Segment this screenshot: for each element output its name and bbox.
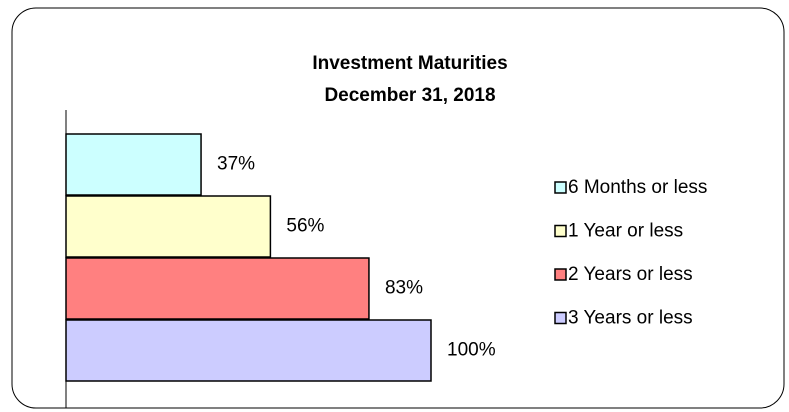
- legend-label: 1 Year or less: [568, 221, 683, 242]
- bar: [65, 319, 432, 382]
- legend-swatch: [554, 268, 567, 281]
- legend-swatch: [554, 224, 567, 238]
- chart-title: Investment Maturities: [312, 53, 507, 74]
- bar: [65, 257, 370, 320]
- data-label: 100%: [447, 340, 496, 361]
- bar: [65, 133, 202, 196]
- chart-subtitle: December 31, 2018: [324, 85, 495, 106]
- legend-swatch: [554, 181, 567, 194]
- data-label: 83%: [385, 278, 423, 299]
- bar: [65, 195, 272, 258]
- legend-label: 3 Years or less: [568, 308, 693, 329]
- legend-label: 6 Months or less: [568, 177, 707, 198]
- data-label: 37%: [217, 154, 255, 175]
- legend-label: 2 Years or less: [568, 264, 693, 285]
- legend-swatch: [554, 311, 567, 325]
- data-label: 56%: [286, 216, 324, 237]
